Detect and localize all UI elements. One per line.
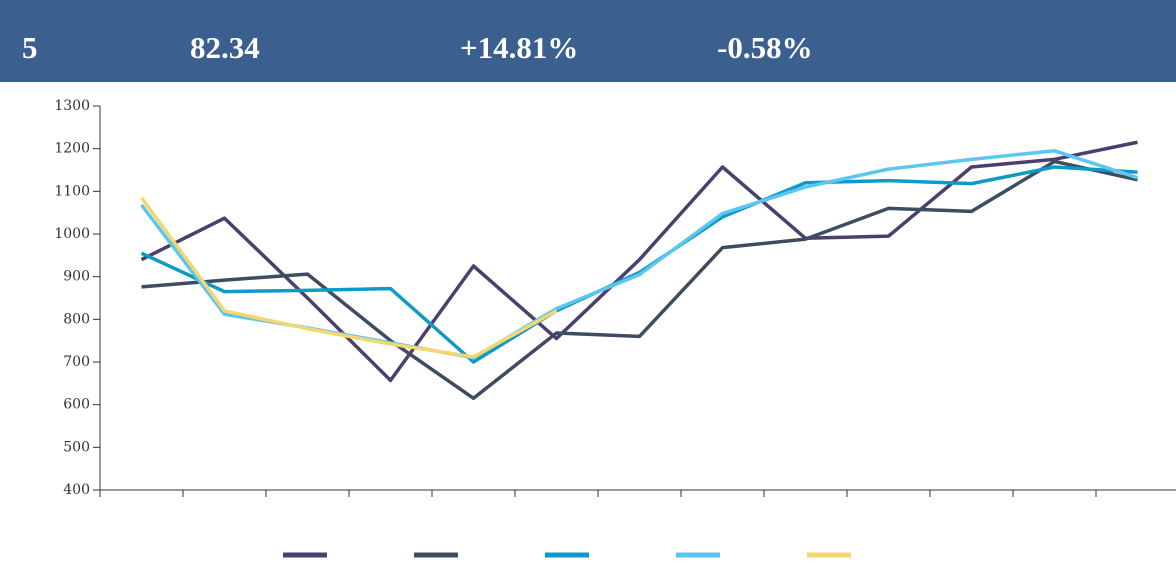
y-tick-label: 1100 (54, 183, 90, 199)
header-item: +14.81% (460, 30, 578, 65)
y-tick-label: 1200 (54, 141, 90, 157)
y-tick-label: 900 (63, 269, 90, 285)
series-line (140, 165, 1138, 364)
y-tick-label: 800 (63, 311, 90, 327)
series-line (140, 140, 1138, 383)
y-tick-label: 1300 (54, 98, 90, 114)
header-item: 82.34 (190, 30, 260, 65)
y-tick-label: 400 (63, 482, 90, 498)
series-line (141, 159, 1138, 401)
header-item: 5 (22, 30, 38, 65)
y-tick-label: 600 (63, 397, 90, 413)
header-bar (0, 0, 1176, 82)
y-tick-label: 700 (63, 354, 90, 370)
header-item: -0.58% (717, 30, 813, 65)
series-line (140, 196, 558, 359)
y-tick-label: 500 (63, 439, 90, 455)
y-tick-label: 1000 (54, 226, 90, 242)
